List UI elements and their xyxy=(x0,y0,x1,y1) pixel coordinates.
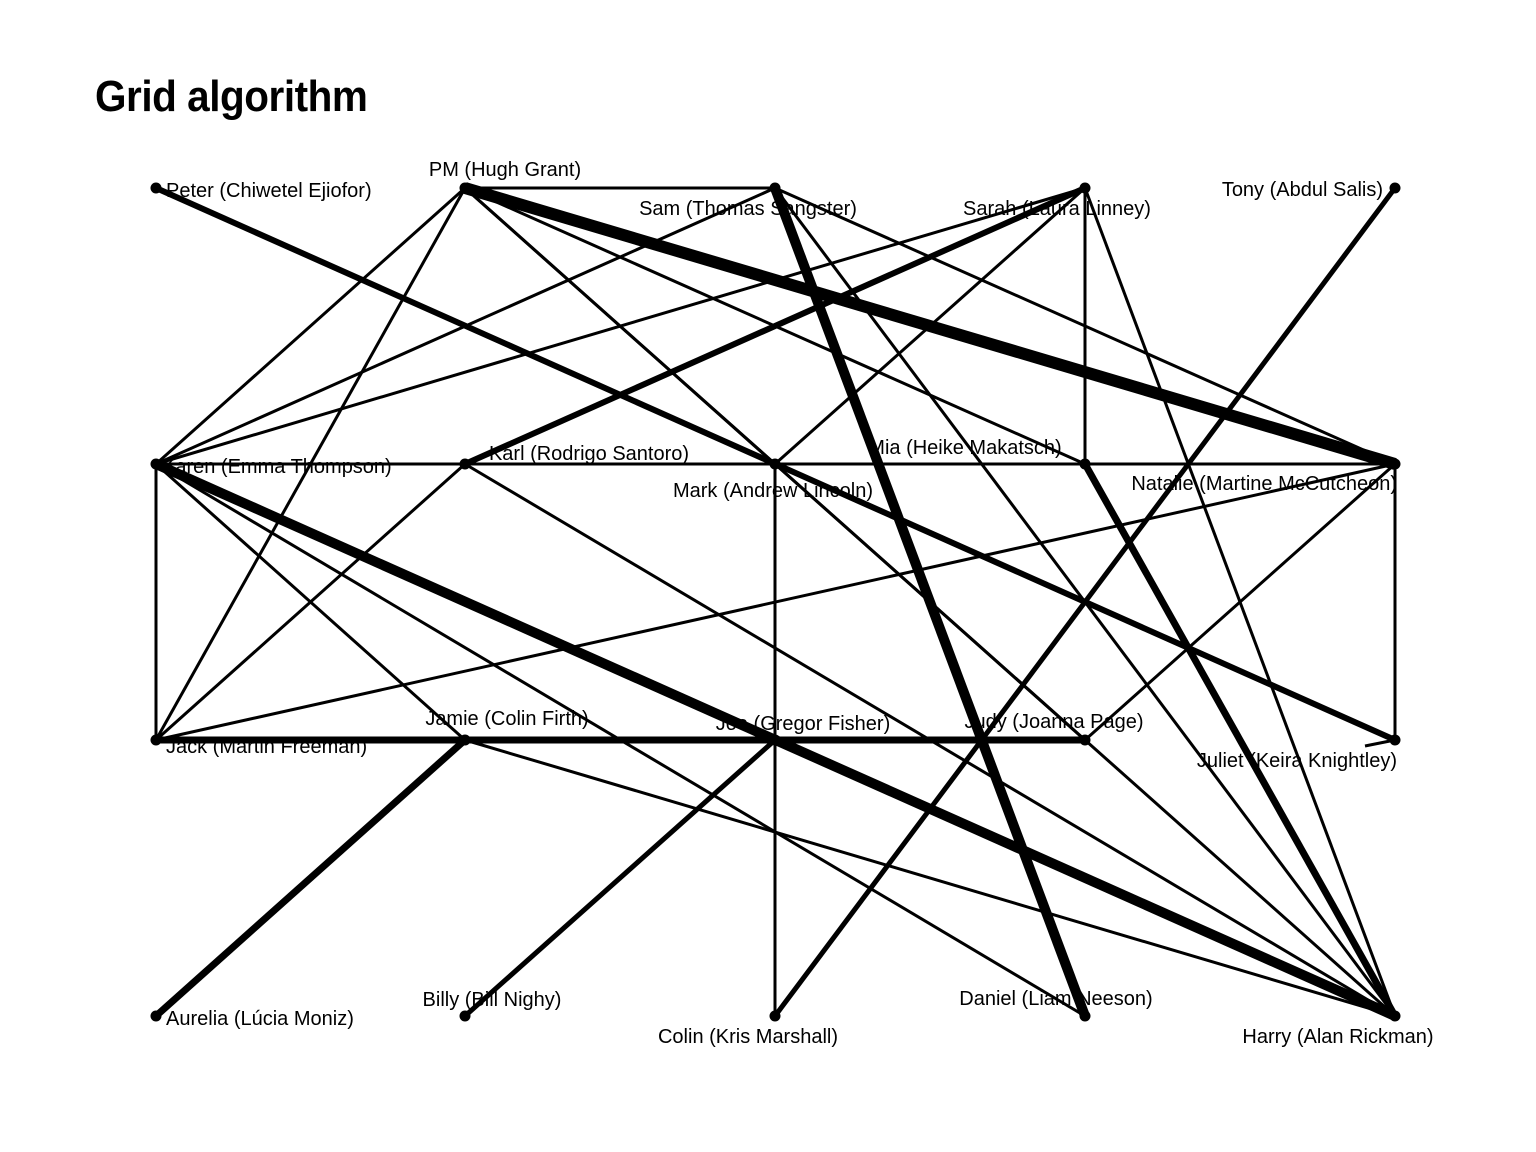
node-billy xyxy=(459,1010,471,1022)
node-harry xyxy=(1389,1010,1401,1022)
label-layer: Peter (Chiwetel Ejiofor) PM (Hugh Grant) S… xyxy=(162,159,1434,1048)
node-label-pm: PM (Hugh Grant) xyxy=(429,159,581,181)
edge-layer xyxy=(153,182,1399,1021)
node-label-mia: Mia (Heike Makatsch) xyxy=(868,437,1061,459)
node-joe xyxy=(769,734,781,746)
node-judy xyxy=(1079,734,1091,746)
node-juliet xyxy=(1389,734,1401,746)
node-colin xyxy=(769,1010,781,1022)
node-mark xyxy=(769,458,781,470)
node-label-colin: Colin (Kris Marshall) xyxy=(658,1026,838,1048)
edge-mark-judy xyxy=(774,462,1086,742)
edge-karen-daniel xyxy=(155,462,1086,1018)
edge-pm-mia xyxy=(464,186,1086,466)
node-mia xyxy=(1079,458,1091,470)
node-label-jack: Jack (Martin Freeman) xyxy=(166,736,367,758)
node-label-tony: Tony (Abdul Salis) xyxy=(1222,179,1383,201)
node-label-natalie: Natalie (Martine McCutcheon) xyxy=(1131,473,1397,495)
node-label-daniel: Daniel (Liam Neeson) xyxy=(959,988,1152,1010)
edge-judy-natalie xyxy=(1084,462,1396,742)
node-label-sam: Sam (Thomas Sangster) xyxy=(639,198,857,220)
edge-jack-natalie xyxy=(155,462,1396,742)
node-sam xyxy=(769,182,781,194)
node-sarah xyxy=(1079,182,1091,194)
edge-mia-harry xyxy=(1081,462,1399,1018)
node-karen xyxy=(150,458,162,470)
node-label-billy: Billy (Bill Nighy) xyxy=(423,989,562,1011)
node-label-juliet: Juliet (Keira Knightley) xyxy=(1197,750,1397,772)
edge-karl-jack xyxy=(155,462,466,742)
edge-judy-harry xyxy=(1084,738,1396,1018)
node-label-peter: Peter (Chiwetel Ejiofor) xyxy=(166,180,372,202)
node-label-karen: Karen (Emma Thompson) xyxy=(162,456,392,478)
node-label-judy: Judy (Joanna Page) xyxy=(964,711,1143,733)
node-label-mark: Mark (Andrew Lincoln) xyxy=(673,480,873,502)
node-jack xyxy=(150,734,162,746)
node-label-jamie: Jamie (Colin Firth) xyxy=(425,708,588,730)
node-label-harry: Harry (Alan Rickman) xyxy=(1242,1026,1433,1048)
node-label-karl: Karl (Rodrigo Santoro) xyxy=(489,443,689,465)
edge-sam-harry xyxy=(773,187,1397,1017)
node-peter xyxy=(150,182,162,194)
node-jamie xyxy=(459,734,471,746)
node-label-aurelia: Aurelia (Lúcia Moniz) xyxy=(166,1008,354,1030)
node-daniel xyxy=(1079,1010,1091,1022)
edge-pm-karen xyxy=(155,186,466,466)
edge-sarah-mark xyxy=(774,186,1086,466)
edge-jamie-harry xyxy=(464,738,1396,1018)
node-natalie xyxy=(1389,458,1401,470)
edge-sarah-karen xyxy=(155,186,1086,466)
node-tony xyxy=(1389,182,1401,194)
edge-karl-harry xyxy=(464,462,1396,1018)
node-pm xyxy=(459,182,471,194)
edge-jamie-aurelia xyxy=(153,737,468,1019)
node-label-joe: Joe (Gregor Fisher) xyxy=(716,713,891,735)
edge-sam-karen xyxy=(155,186,776,466)
node-karl xyxy=(459,458,471,470)
node-aurelia xyxy=(150,1010,162,1022)
node-layer xyxy=(150,182,1401,1022)
node-label-sarah: Sarah (Laura Linney) xyxy=(963,198,1151,220)
diagram-title: Grid algorithm xyxy=(95,72,368,121)
edge-joe-billy xyxy=(463,738,777,1018)
